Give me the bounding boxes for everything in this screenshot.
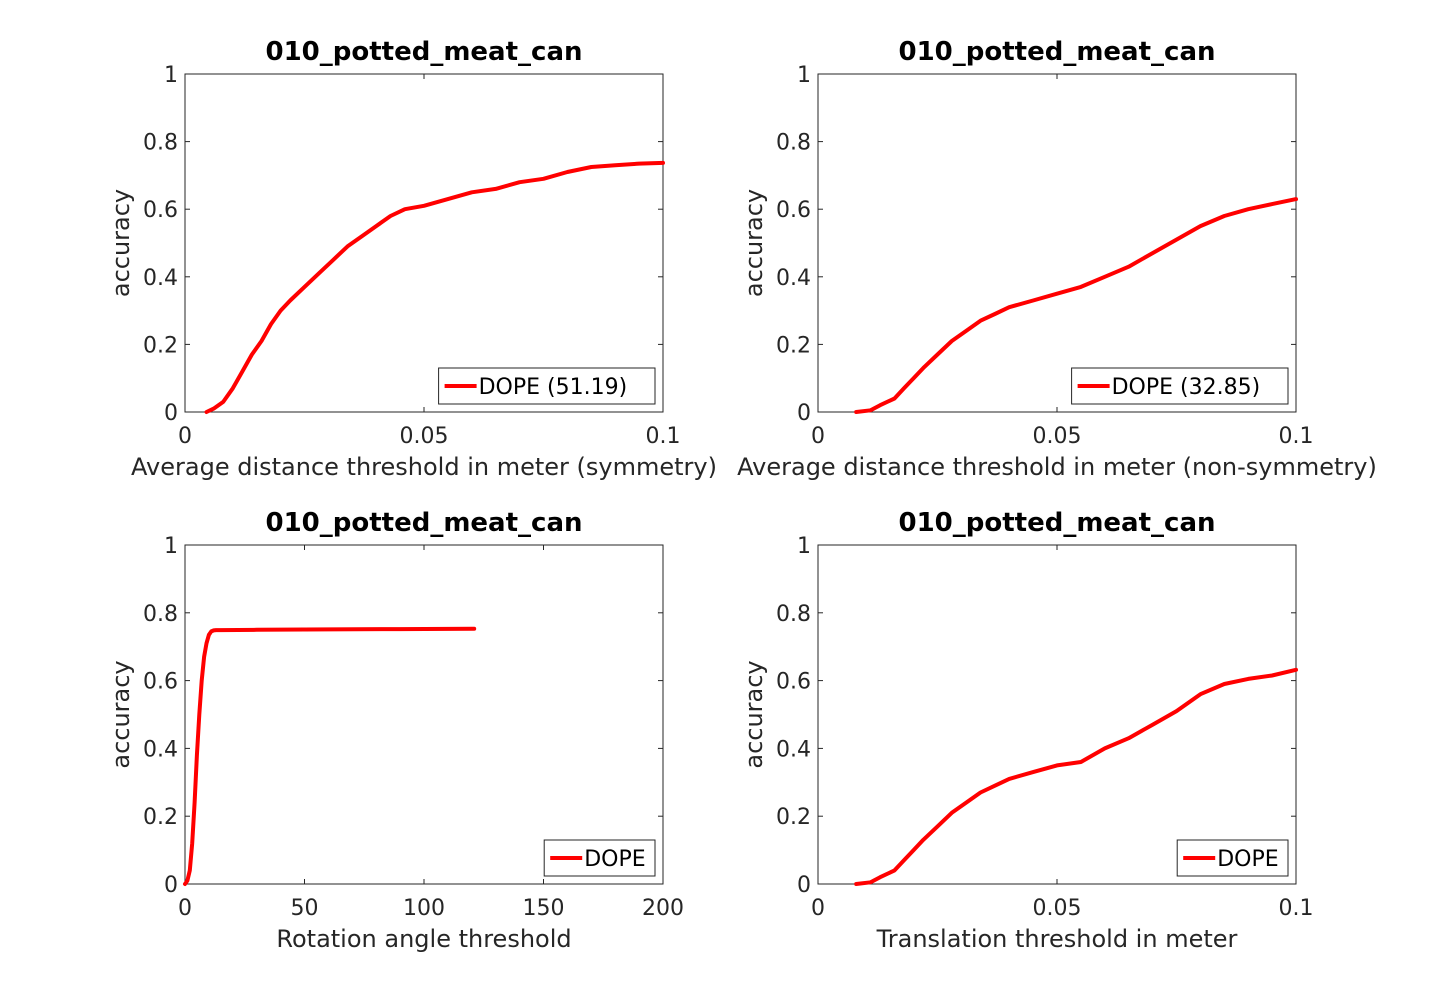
chart-title: 010_potted_meat_can <box>265 508 582 538</box>
legend-label: DOPE <box>584 847 645 872</box>
y-axis-label: accuracy <box>107 660 135 768</box>
y-tick-label: 0.2 <box>143 333 178 358</box>
chart-panel-2: 0 0.05 0.1 0 0.2 0.4 0.6 0.8 1 010_potted_meat_ca… <box>737 37 1377 481</box>
y-tick-label: 0.6 <box>143 670 178 695</box>
series-line <box>204 160 665 414</box>
legend: DOPE <box>1176 839 1289 877</box>
x-tick-label: 150 <box>523 896 565 921</box>
x-tick-label: 0.05 <box>1033 424 1082 449</box>
y-tick-label: 0 <box>164 401 178 426</box>
y-tick-label: 0.2 <box>776 333 811 358</box>
x-tick-label: 0 <box>178 424 192 449</box>
y-axis-label: accuracy <box>740 189 768 297</box>
legend: DOPE <box>543 839 656 877</box>
chart-panel-1: 0 0.05 0.1 0 0.2 0.4 0.6 0.8 1 010_potted_meat_ca… <box>107 37 717 481</box>
x-tick-label: 0 <box>811 424 825 449</box>
chart-title: 010_potted_meat_can <box>265 37 582 67</box>
y-tick-label: 0.4 <box>143 266 178 291</box>
series-line <box>854 197 1298 414</box>
legend-label: DOPE (51.19) <box>479 375 628 400</box>
x-tick-label: 200 <box>642 896 684 921</box>
y-tick-label: 1 <box>797 534 811 559</box>
y-tick-label: 0 <box>797 401 811 426</box>
y-tick-label: 0.4 <box>776 737 811 762</box>
legend: DOPE (32.85) <box>1071 367 1289 405</box>
y-tick-label: 0.8 <box>776 131 811 156</box>
legend-label: DOPE (32.85) <box>1112 375 1261 400</box>
y-tick-label: 0.4 <box>143 737 178 762</box>
plot-area <box>184 73 664 413</box>
y-tick-label: 0.2 <box>776 805 811 830</box>
y-tick-label: 0.8 <box>143 602 178 627</box>
x-axis-label: Average distance threshold in meter (sym… <box>131 453 717 481</box>
x-axis-label: Average distance threshold in meter (non… <box>737 453 1377 481</box>
x-axis-label: Rotation angle threshold <box>276 925 571 953</box>
plot-area <box>817 544 1297 885</box>
x-tick-label: 0.05 <box>1033 896 1082 921</box>
y-tick-label: 0.6 <box>776 670 811 695</box>
y-tick-label: 0.2 <box>143 805 178 830</box>
x-tick-label: 0.1 <box>1279 424 1314 449</box>
y-tick-label: 0.8 <box>776 602 811 627</box>
chart-title: 010_potted_meat_can <box>898 508 1215 538</box>
y-tick-label: 0.6 <box>143 198 178 223</box>
x-axis-label: Translation threshold in meter <box>876 925 1238 953</box>
y-tick-label: 1 <box>797 63 811 88</box>
y-tick-label: 0.6 <box>776 198 811 223</box>
x-tick-label: 0.1 <box>1279 896 1314 921</box>
legend: DOPE (51.19) <box>438 367 656 405</box>
y-tick-label: 0.4 <box>776 266 811 291</box>
y-tick-label: 0 <box>164 873 178 898</box>
x-tick-label: 0.05 <box>400 424 449 449</box>
chart-panel-4: 0 0.05 0.1 0 0.2 0.4 0.6 0.8 1 010_potted_meat_ca… <box>740 508 1314 953</box>
y-axis-label: accuracy <box>740 660 768 768</box>
y-tick-label: 0 <box>797 873 811 898</box>
y-axis-label: accuracy <box>107 189 135 297</box>
x-tick-label: 0.1 <box>646 424 681 449</box>
x-tick-label: 0 <box>178 896 192 921</box>
series-line <box>854 667 1298 886</box>
x-tick-label: 50 <box>291 896 319 921</box>
y-tick-label: 1 <box>164 534 178 559</box>
x-tick-label: 100 <box>403 896 445 921</box>
y-tick-label: 0.8 <box>143 131 178 156</box>
chart-title: 010_potted_meat_can <box>898 37 1215 67</box>
plot-area <box>184 544 664 885</box>
chart-panel-3: 0 50 100 150 200 0 0.2 0.4 0.6 0.8 1 010_potted_mea… <box>107 508 684 953</box>
x-tick-label: 0 <box>811 896 825 921</box>
legend-label: DOPE <box>1217 847 1278 872</box>
plot-area <box>817 73 1297 413</box>
y-tick-label: 1 <box>164 63 178 88</box>
series-line <box>183 626 477 886</box>
